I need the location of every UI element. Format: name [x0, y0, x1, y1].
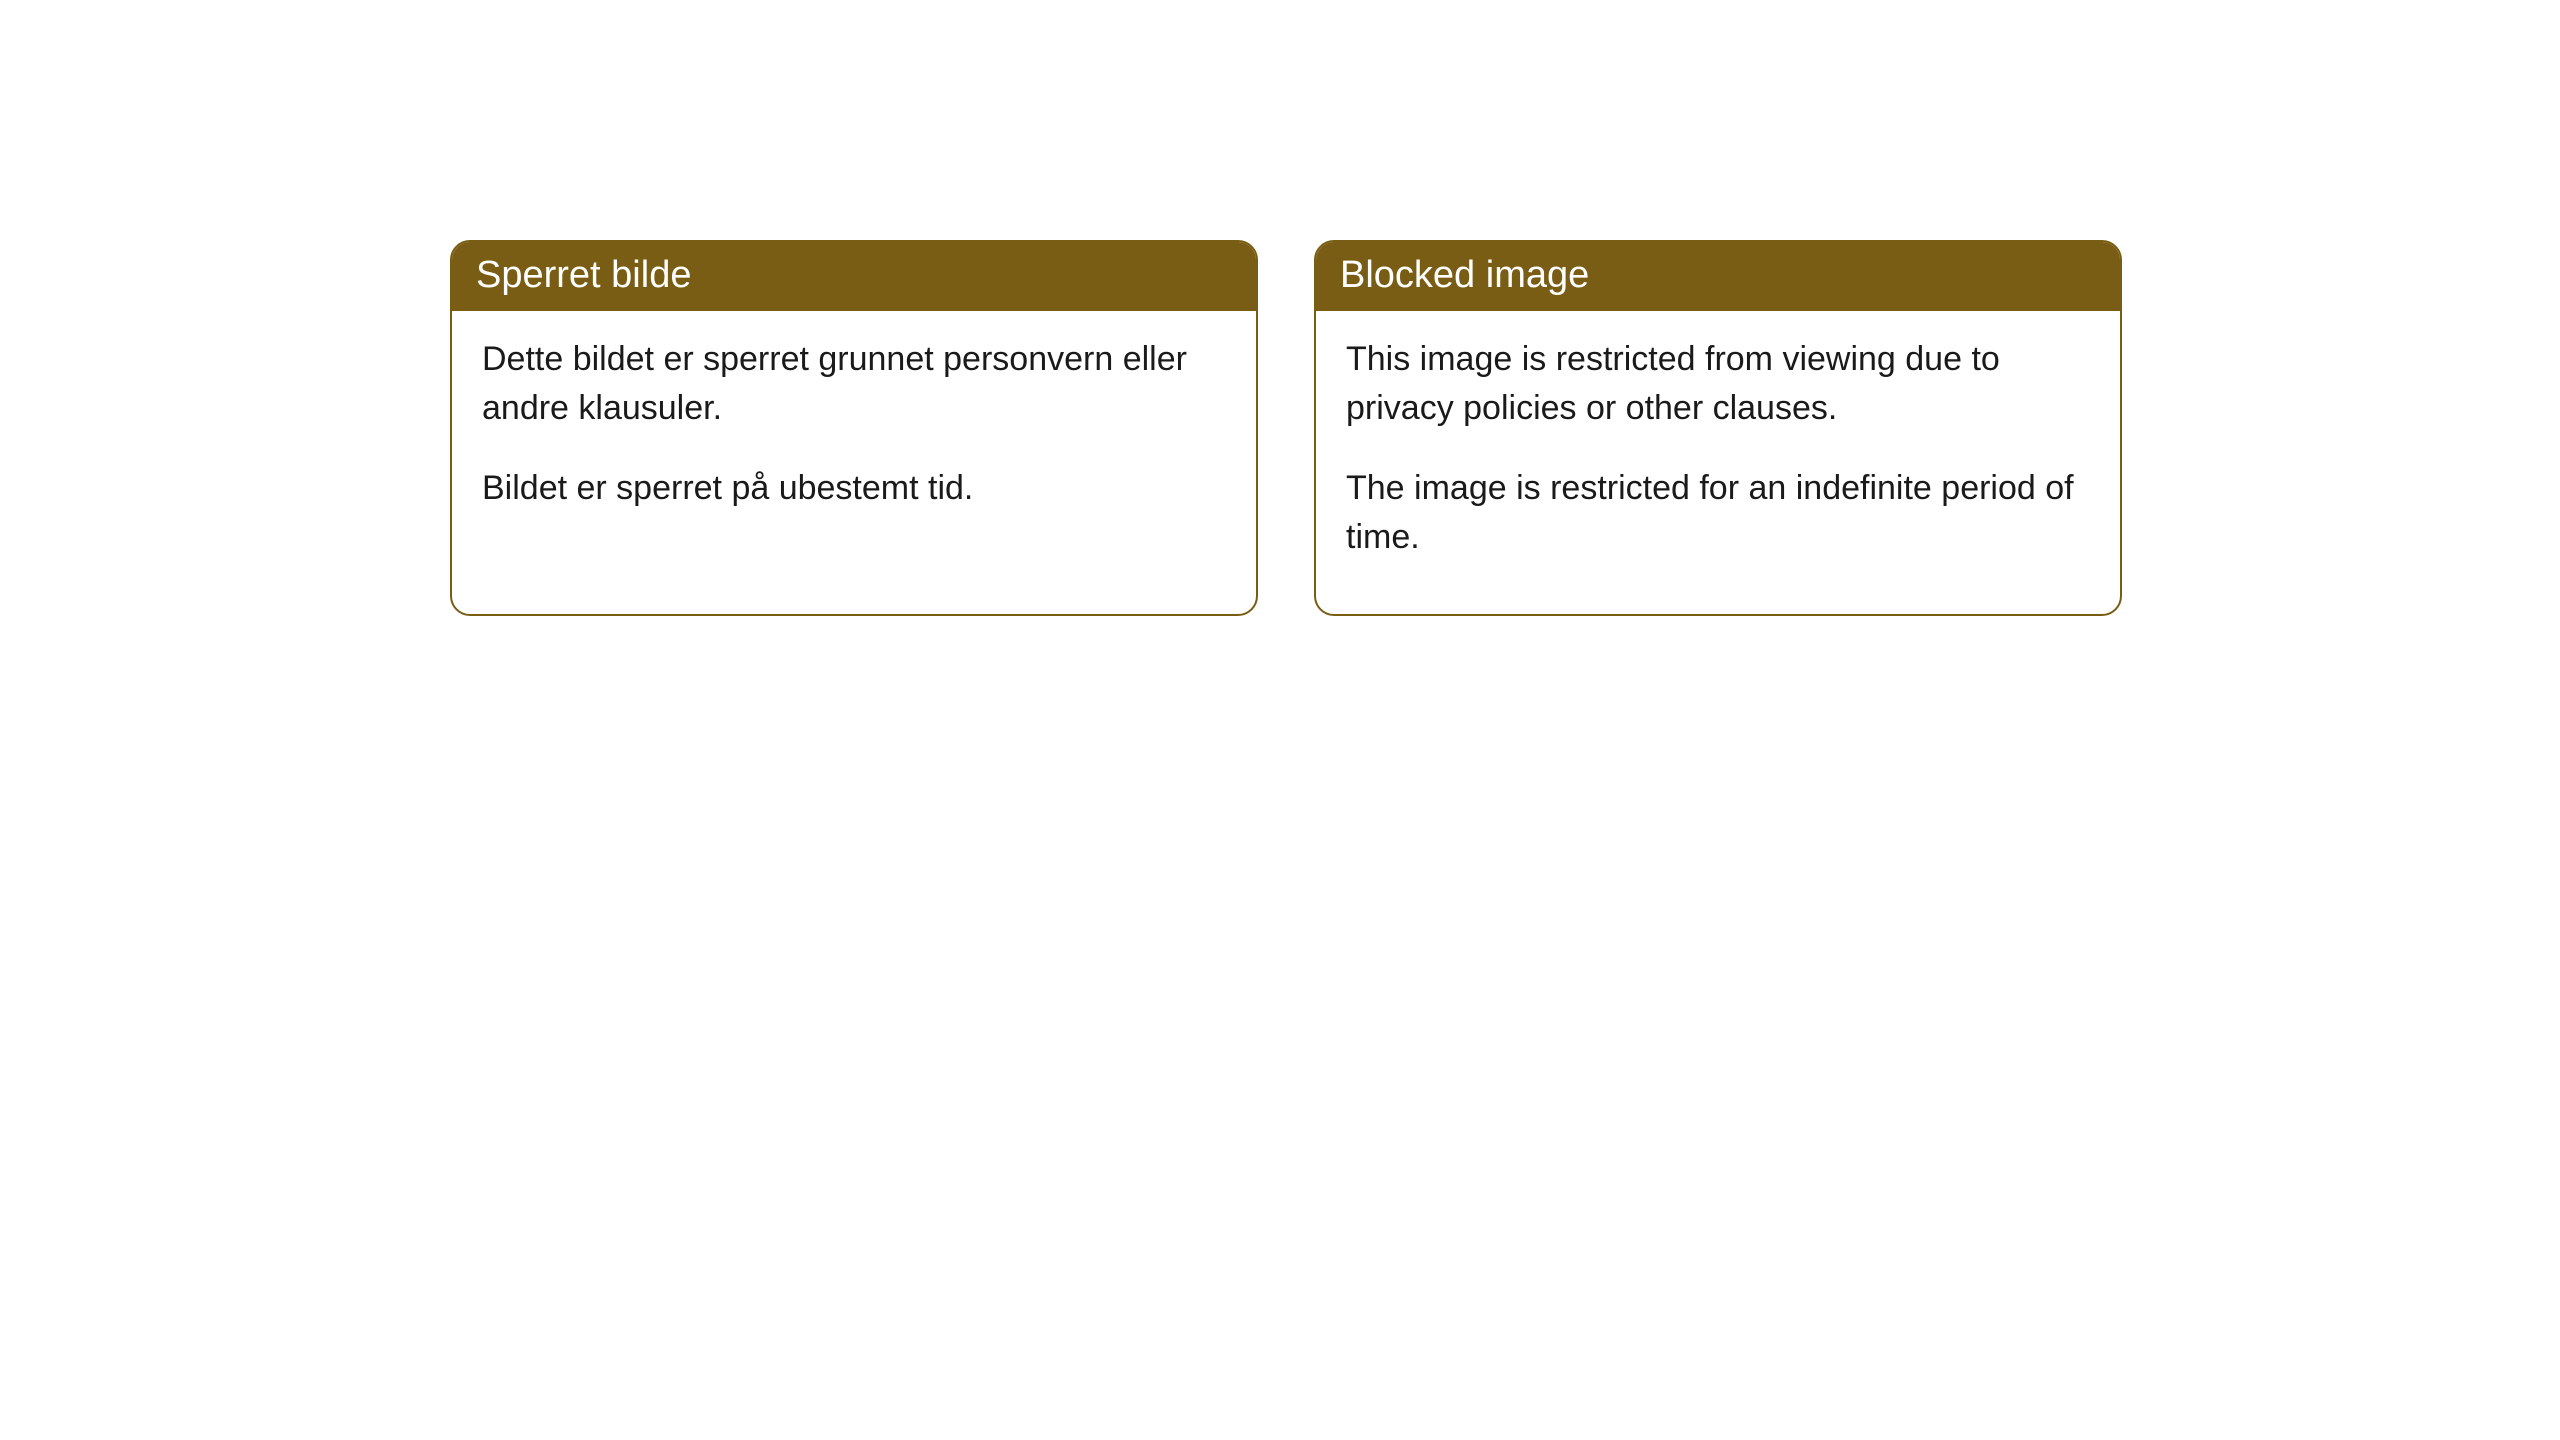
card-body: This image is restricted from viewing du…	[1316, 311, 2120, 614]
card-paragraph: This image is restricted from viewing du…	[1346, 335, 2090, 434]
card-title: Blocked image	[1340, 254, 1589, 296]
blocked-image-card-norwegian: Sperret bilde Dette bildet er sperret gr…	[450, 240, 1258, 616]
card-header: Sperret bilde	[452, 242, 1256, 311]
blocked-image-card-english: Blocked image This image is restricted f…	[1314, 240, 2122, 616]
card-header: Blocked image	[1316, 242, 2120, 311]
card-paragraph: Bildet er sperret på ubestemt tid.	[482, 464, 1226, 513]
card-paragraph: Dette bildet er sperret grunnet personve…	[482, 335, 1226, 434]
card-paragraph: The image is restricted for an indefinit…	[1346, 464, 2090, 563]
card-body: Dette bildet er sperret grunnet personve…	[452, 311, 1256, 565]
card-title: Sperret bilde	[476, 254, 691, 296]
notice-cards-container: Sperret bilde Dette bildet er sperret gr…	[450, 240, 2122, 616]
